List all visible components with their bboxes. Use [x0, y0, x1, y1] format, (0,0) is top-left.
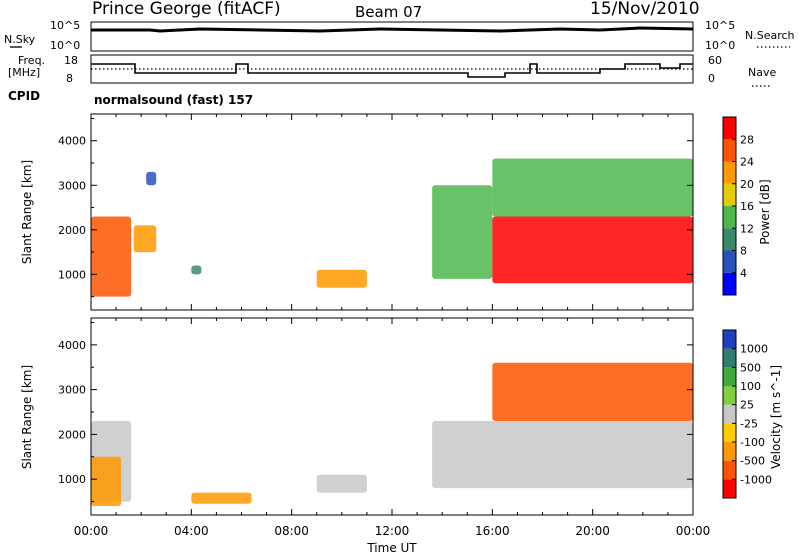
velocity-colorbar-swatch-1 [723, 460, 736, 480]
nsky-label: N.Sky [4, 33, 36, 46]
freq-label-1: Freq. [18, 54, 45, 67]
velocity-colorbar-swatch-2 [723, 442, 736, 461]
date-label: 15/Nov/2010 [590, 0, 700, 19]
velocity-colorbar-swatch-3 [723, 423, 736, 442]
velocity-colorbar-tick-label-5: -100 [740, 436, 765, 449]
velocity-colorbar-swatch-5 [723, 386, 736, 405]
power-echo-region-0 [91, 216, 132, 297]
power-colorbar: 4 8 12 16 20 24 28 [722, 116, 754, 296]
power-colorbar-tick-label-1: 8 [740, 245, 747, 258]
time-tick-label-2: 08:00 [274, 524, 309, 538]
power-colorbar-tick-label-3: 16 [740, 200, 754, 213]
power-echo-region-4 [316, 269, 367, 288]
power-ylabel: Slant Range [km] [20, 160, 34, 264]
power-ytick-label-3: 4000 [58, 135, 86, 148]
power-colorbar-swatch-2 [723, 228, 736, 251]
power-colorbar-tick-label-6: 28 [740, 133, 754, 146]
velocity-colorbar-swatch-4 [723, 404, 736, 424]
velocity-ylabel: Slant Range [km] [20, 365, 34, 469]
velocity-ytick-label-3: 4000 [58, 339, 86, 352]
power-colorbar-swatch-3 [723, 206, 736, 229]
power-ytick-label-0: 1000 [58, 268, 86, 281]
velocity-ytick-label-1: 2000 [58, 428, 86, 441]
velocity-colorbar-tick-label-2: 100 [740, 380, 761, 393]
power-axes: 1000 2000 3000 4000 [58, 114, 694, 310]
nsky-panel [90, 21, 694, 52]
power-colorbar-swatch-1 [723, 250, 736, 273]
power-colorbar-tick-label-2: 12 [740, 222, 754, 235]
velocity-colorbar-swatch-6 [723, 367, 736, 386]
velocity-colorbar-tick-label-3: 25 [740, 399, 754, 412]
time-axis: 00:00 04:00 08:00 12:00 16:00 20:00 00:00 [74, 524, 711, 538]
velocity-colorbar-label: Velocity [m s^-1] [769, 365, 783, 469]
power-ytick-label-1: 2000 [58, 224, 86, 237]
power-echo-region-6 [492, 216, 693, 284]
velocity-colorbar-tick-label-0: 1000 [740, 343, 768, 356]
power-echo-region-1 [133, 225, 157, 253]
power-echo-region-2 [146, 171, 157, 186]
velocity-colorbar: 1000 500 100 25 -25 -100 -500 -1000 [722, 329, 772, 499]
time-tick-label-3: 12:00 [375, 524, 410, 538]
nave-tick-low: 0 [708, 72, 715, 85]
velocity-echo-region-2 [191, 492, 252, 504]
cpid-value: normalsound (fast) 157 [94, 93, 253, 107]
power-colorbar-tick-label-5: 24 [740, 156, 754, 169]
velocity-colorbar-swatch-0 [723, 479, 736, 498]
power-colorbar-swatch-5 [723, 161, 736, 184]
velocity-colorbar-tick-label-4: -25 [740, 417, 758, 430]
velocity-data-layer [91, 362, 693, 507]
velocity-colorbar-tick-label-6: -500 [740, 455, 765, 468]
nsky-tick-high: 10^5 [50, 19, 80, 32]
time-tick-label-1: 04:00 [174, 524, 209, 538]
freq-tick-high: 18 [64, 54, 78, 67]
power-colorbar-swatch-6 [723, 139, 736, 162]
nave-tick-high: 60 [708, 54, 722, 67]
time-tick-label-6: 00:00 [676, 524, 711, 538]
velocity-colorbar-tick-label-7: -1000 [740, 473, 772, 486]
power-colorbar-tick-label-4: 20 [740, 178, 754, 191]
velocity-axes: 1000 2000 3000 4000 [58, 318, 694, 515]
power-colorbar-swatch-4 [723, 183, 736, 206]
power-data-layer [91, 158, 693, 297]
velocity-colorbar-swatch-7 [723, 348, 736, 368]
velocity-echo-region-3 [316, 474, 367, 493]
nsky-tick-low: 10^0 [50, 39, 80, 52]
nave-label: Nave [748, 66, 776, 79]
velocity-colorbar-tick-label-1: 500 [740, 361, 761, 374]
power-ytick-label-2: 3000 [58, 179, 86, 192]
cpid-label: CPID [8, 89, 40, 103]
station-title: Prince George (fitACF) [92, 0, 281, 19]
velocity-ytick-label-0: 1000 [58, 473, 86, 486]
nsearch-label: N.Search [745, 29, 795, 42]
power-echo-region-7 [492, 158, 693, 217]
power-colorbar-label: Power [dB] [758, 179, 772, 244]
time-tick-label-4: 16:00 [475, 524, 510, 538]
velocity-colorbar-frame [722, 329, 737, 499]
velocity-echo-region-5 [492, 362, 693, 421]
nsearch-tick-high: 10^5 [705, 19, 735, 32]
velocity-ytick-label-2: 3000 [58, 384, 86, 397]
time-axis-label: Time UT [366, 541, 417, 554]
power-colorbar-swatch-7 [723, 117, 736, 140]
freq-label-2: [MHz] [8, 66, 40, 79]
power-echo-region-3 [191, 265, 202, 275]
freq-trace [91, 63, 693, 78]
power-echo-region-5 [432, 185, 493, 279]
time-tick-label-0: 00:00 [74, 524, 109, 538]
velocity-echo-region-1 [91, 456, 122, 507]
velocity-colorbar-swatch-8 [723, 330, 736, 349]
nsky-trace [91, 26, 694, 33]
time-tick-label-5: 20:00 [575, 524, 610, 538]
freq-tick-low: 8 [66, 72, 73, 85]
power-colorbar-tick-label-0: 4 [740, 267, 747, 280]
nsearch-tick-low: 10^0 [705, 39, 735, 52]
power-colorbar-swatch-0 [723, 272, 736, 295]
velocity-echo-region-4 [432, 420, 693, 489]
beam-label: Beam 07 [355, 3, 422, 21]
